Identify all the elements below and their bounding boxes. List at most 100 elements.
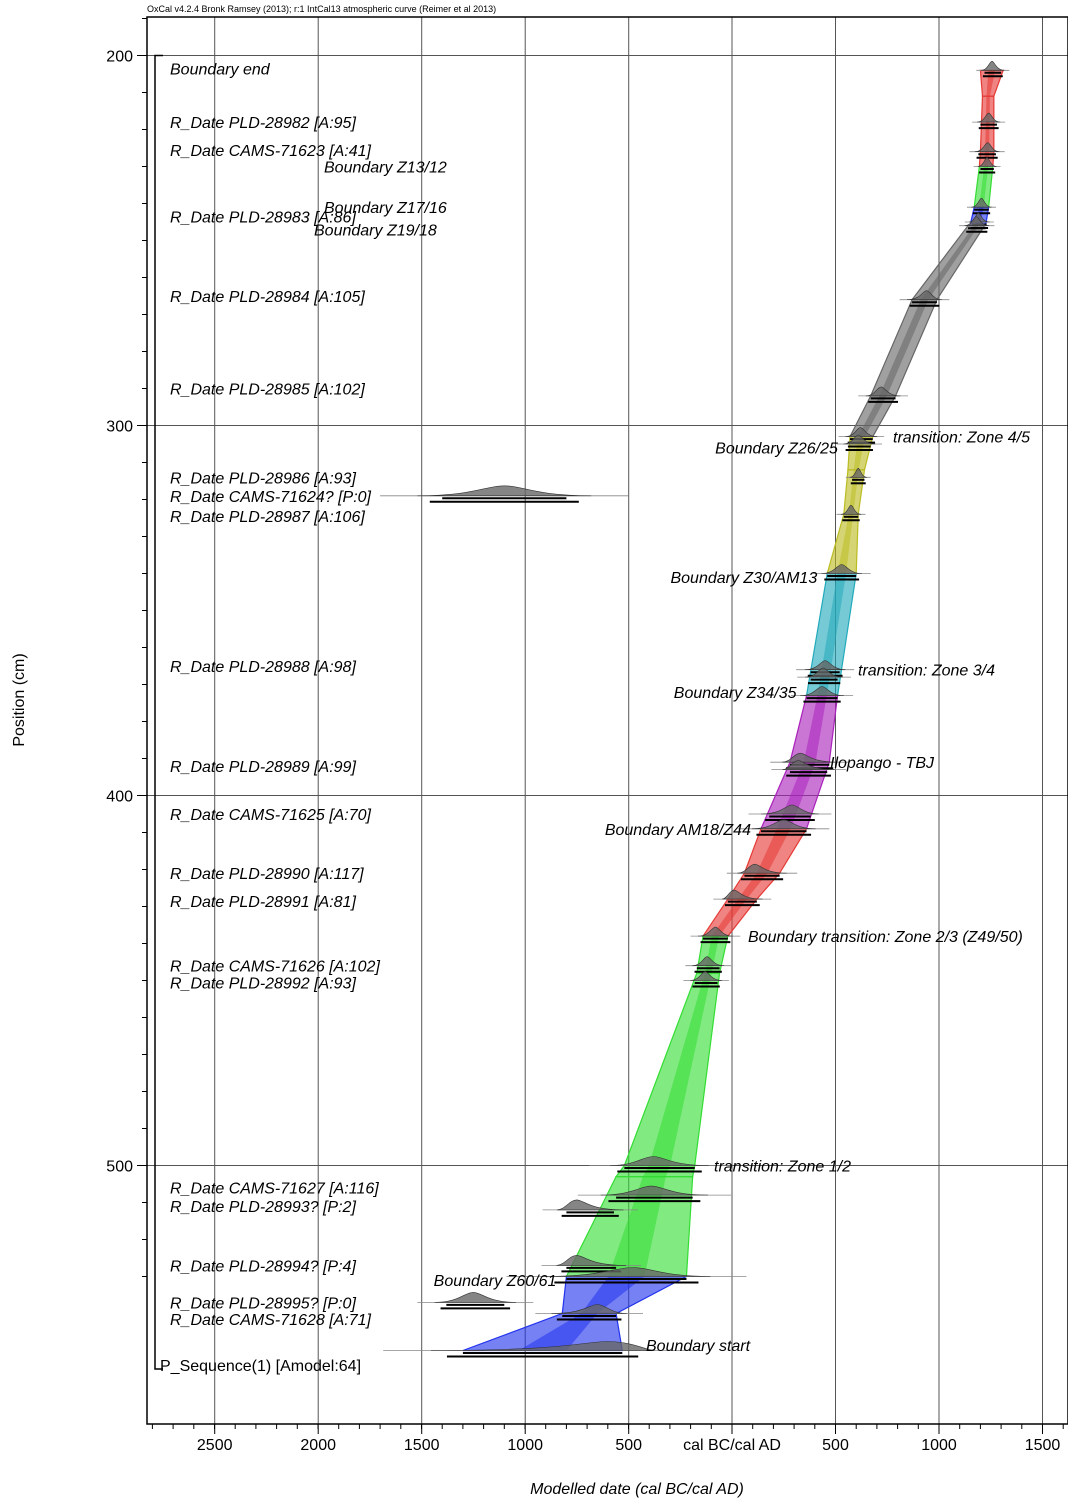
chart-credit: OxCal v4.2.4 Bronk Ramsey (2013); r:1 In… <box>147 4 496 14</box>
boundary-label: Boundary Z13/12 <box>324 160 447 177</box>
sample-distribution <box>556 1199 624 1211</box>
sample-label: R_Date CAMS-71625 [A:70] <box>170 807 372 824</box>
sample-label: R_Date PLD-28982 [A:95] <box>170 115 356 132</box>
boundary-label: Boundary start <box>646 1338 751 1355</box>
sample-distribution <box>751 819 816 830</box>
sample-distribution <box>551 1304 627 1314</box>
sample-distribution <box>690 971 723 981</box>
sample-distribution <box>977 157 997 167</box>
envelope-core <box>853 436 865 470</box>
boundary-label: Boundary Z26/25 <box>715 441 838 458</box>
envelope-core <box>756 828 791 874</box>
sample-label: R_Date PLD-28990 [A:117] <box>170 866 364 883</box>
sample-distribution <box>782 760 835 770</box>
sample-label: R_Date PLD-28992 [A:93] <box>170 975 356 992</box>
x-tick-label: 2000 <box>300 1437 336 1454</box>
boundary-label: Boundary Z34/35 <box>674 685 797 702</box>
sample-label: R_Date PLD-28987 [A:106] <box>170 509 365 526</box>
y-axis-title: Position (cm) <box>11 653 28 746</box>
sample-distribution <box>692 956 725 966</box>
axes: 2500 2000 1500 1000 500 cal BC/cal AD 500 1000 1… <box>106 16 1068 1454</box>
sample-marks <box>380 60 1010 1358</box>
sample-distribution <box>840 504 862 515</box>
x-tick-label: cal BC/cal AD <box>683 1437 781 1454</box>
x-tick-label: 500 <box>822 1437 849 1454</box>
sample-label: R_Date PLD-28989 [A:99] <box>170 759 356 776</box>
x-tick-label: 2500 <box>197 1437 233 1454</box>
sample-label: Boundary end <box>170 61 271 78</box>
sample-label: R_Date PLD-28995? [P:0] <box>170 1295 356 1312</box>
sample-distribution <box>981 60 1005 71</box>
sample-label: R_Date PLD-28988 [A:98] <box>170 659 356 676</box>
sample-label: R_Date CAMS-71628 [A:71] <box>170 1312 372 1329</box>
x-axis-title: Modelled date (cal BC/cal AD) <box>530 1481 744 1498</box>
sample-labels: Boundary end R_Date PLD-28982 [A:95] R_Dat… <box>160 61 1030 1375</box>
sample-label: R_Date CAMS-71627 [A:116] <box>170 1181 379 1198</box>
sample-label: R_Date PLD-28991 [A:81] <box>170 894 356 911</box>
boundary-label: Boundary Z30/AM13 <box>670 570 817 587</box>
boundary-label: transition: Zone 3/4 <box>858 663 995 680</box>
sample-distribution <box>849 467 868 478</box>
sample-distribution <box>722 889 763 900</box>
sample-distribution <box>971 197 992 208</box>
envelope-core <box>803 695 827 763</box>
boundary-label: transition: Zone 1/2 <box>714 1159 851 1176</box>
sample-label: R_Date PLD-28985 [A:102] <box>170 382 365 399</box>
sample-label: R_Date PLD-28984 [A:105] <box>170 289 365 306</box>
sample-distribution <box>431 1341 655 1351</box>
sample-distribution <box>845 427 878 437</box>
y-tick-label: 200 <box>106 49 133 66</box>
envelope-core <box>518 1313 598 1351</box>
sample-distribution <box>737 863 787 874</box>
x-tick-label: 500 <box>615 1437 642 1454</box>
sample-distribution <box>556 1255 627 1266</box>
sample-distribution <box>417 485 592 497</box>
envelope-core <box>920 225 979 300</box>
envelope-core <box>857 395 887 437</box>
sample-distribution <box>804 660 846 670</box>
envelope-core <box>648 973 712 1166</box>
sample-distribution <box>610 1156 709 1166</box>
sample-label: R_Date PLD-28993? [P:2] <box>170 1199 356 1216</box>
sample-distribution <box>542 1267 711 1277</box>
boundary-label: Boundary AM18/Z44 <box>605 822 751 839</box>
envelope-core <box>848 469 859 515</box>
sample-distribution <box>964 216 990 226</box>
envelope-core <box>879 299 929 396</box>
envelope-core <box>711 899 747 937</box>
sample-distribution <box>600 1185 708 1196</box>
y-tick-label: 400 <box>106 789 133 806</box>
sample-distribution <box>698 926 733 937</box>
envelope-core <box>979 166 989 208</box>
boundary-label: Boundary Z60/61 <box>434 1273 557 1290</box>
sample-distribution <box>865 386 901 397</box>
sample-distribution <box>974 142 1000 152</box>
sample-distribution <box>843 434 876 445</box>
sample-label: R_Date CAMS-71626 [A:102] <box>170 959 380 976</box>
sample-distribution <box>800 686 844 696</box>
sample-label: R_Date PLD-28994? [P:4] <box>170 1258 356 1275</box>
boundary-label: Boundary Z19/18 <box>314 222 437 239</box>
sample-distribution <box>805 667 843 678</box>
sequence-bracket <box>154 54 163 1370</box>
boundary-label: transition: Zone 4/5 <box>893 430 1030 447</box>
x-tick-label: 1500 <box>404 1437 440 1454</box>
x-tick-label: 1500 <box>1025 1437 1061 1454</box>
boundary-label: Ilopango - TBJ <box>830 755 935 772</box>
boundary-label: Boundary Z17/16 <box>324 200 447 217</box>
sample-label: R_Date PLD-28983 [A:86] <box>170 209 356 226</box>
boundary-label: Boundary transition: Zone 2/3 (Z49/50) <box>748 929 1023 946</box>
x-tick-label: 1000 <box>507 1437 543 1454</box>
envelope-core <box>837 514 854 574</box>
sample-distribution <box>434 1292 516 1303</box>
sample-label: R_Date CAMS-71623 [A:41] <box>170 143 372 160</box>
sequence-label: P_Sequence(1) [Amodel:64] <box>160 1358 361 1375</box>
sample-label: R_Date PLD-28986 [A:93] <box>170 470 356 487</box>
y-tick-label: 300 <box>106 419 133 436</box>
sample-distribution <box>760 804 819 815</box>
x-tick-label: 1000 <box>921 1437 957 1454</box>
sample-label: R_Date CAMS-71624? [P:0] <box>170 489 372 506</box>
y-tick-label: 500 <box>106 1159 133 1176</box>
sample-distribution <box>907 290 942 300</box>
